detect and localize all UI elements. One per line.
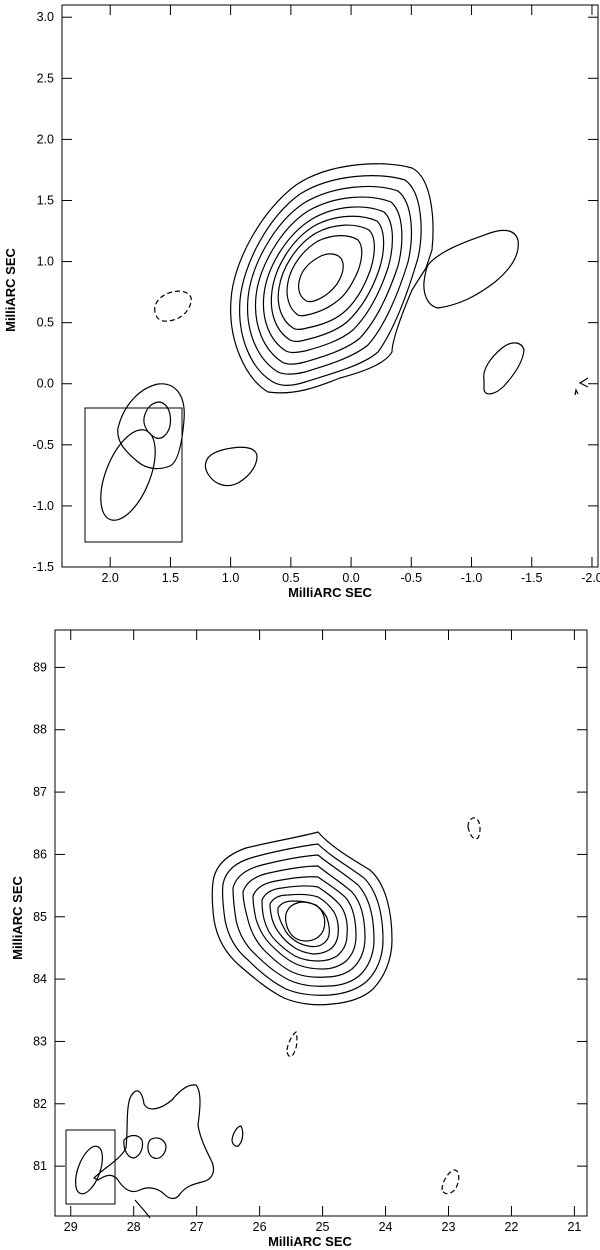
y-tick-label: 88 xyxy=(33,723,47,737)
x-tick-label: 29 xyxy=(64,1220,78,1234)
y-tick-label: 1.5 xyxy=(37,193,54,207)
beam-box-bottom xyxy=(65,1129,116,1205)
y-tick-label: -1.5 xyxy=(32,560,54,574)
x-tick-label: 26 xyxy=(253,1220,267,1234)
y-tick-label: 81 xyxy=(33,1159,47,1173)
contour-level-9 xyxy=(298,253,344,303)
jet-component-east xyxy=(423,229,519,309)
y-tick-label: -1.0 xyxy=(32,499,54,513)
negative-contour-b3 xyxy=(441,1169,460,1195)
y-tick-label: 85 xyxy=(33,910,47,924)
contour-b-level-2 xyxy=(222,843,384,996)
extended-inner-1 xyxy=(123,1134,144,1159)
x-axis-label-bottom: MilliARC SEC xyxy=(268,1234,352,1249)
extended-emission-bottom xyxy=(92,1084,215,1200)
emission-tail-bottom xyxy=(134,1199,151,1219)
x-tick-labels-bottom: 29 28 27 26 25 24 23 22 21 xyxy=(64,1220,582,1234)
x-tick-label: 0.5 xyxy=(282,571,299,585)
contour-level-4 xyxy=(254,196,403,365)
residual-contour-top xyxy=(117,383,185,470)
edge-arrow-top xyxy=(578,377,589,388)
y-tick-label: 87 xyxy=(33,785,47,799)
x-tick-labels-top: 2.0 1.5 1.0 0.5 0.0 -0.5 -1.0 -1.5 -2.0 xyxy=(101,571,600,585)
x-tick-label: -2.0 xyxy=(581,571,600,585)
y-axis-label-top: MilliARC SEC xyxy=(3,248,18,332)
plot-frame-bottom xyxy=(54,629,588,1217)
x-tick-label: 21 xyxy=(567,1220,581,1234)
contour-b-level-4 xyxy=(242,865,366,978)
contour-b-level-5 xyxy=(252,876,357,970)
contour-level-8 xyxy=(286,235,363,317)
y-tick-label: 84 xyxy=(33,972,47,986)
contour-level-1 xyxy=(230,163,434,394)
contour-level-2 xyxy=(239,175,422,386)
plot-frame-top xyxy=(61,4,599,568)
contour-b-level-6 xyxy=(261,885,348,962)
x-tick-label: 1.0 xyxy=(222,571,239,585)
x-tick-label: 0.0 xyxy=(342,571,359,585)
x-tick-label: -1.5 xyxy=(521,571,543,585)
y-tick-label: 2.5 xyxy=(37,71,54,85)
beam-box-top xyxy=(84,407,183,543)
contour-level-3 xyxy=(246,185,413,375)
x-tick-label: -1.0 xyxy=(461,571,483,585)
y-axis-label-bottom: MilliARC SEC xyxy=(10,876,25,960)
beam-ellipse-bottom xyxy=(74,1145,104,1195)
contour-b-level-9 xyxy=(285,901,326,942)
contour-b-level-7 xyxy=(269,893,339,955)
negative-contour-top xyxy=(154,290,192,322)
source-contours-top xyxy=(230,163,434,394)
x-tick-label: 27 xyxy=(190,1220,204,1234)
contour-level-7 xyxy=(277,224,375,331)
panel-top: 2.0 1.5 1.0 0.5 0.0 -0.5 -1.0 -1.5 -2.0 -1.5 -1.0… xyxy=(3,4,600,600)
x-tick-label: 1.5 xyxy=(162,571,179,585)
contour-level-5 xyxy=(262,206,393,354)
contour-level-6 xyxy=(270,215,385,343)
y-tick-label: -0.5 xyxy=(32,438,54,452)
negative-contour-b1 xyxy=(467,817,481,840)
y-tick-label: 89 xyxy=(33,660,47,674)
y-tick-label: 0.5 xyxy=(37,316,54,330)
tick-marks-top xyxy=(62,5,598,568)
y-tick-labels-bottom: 81 82 83 84 85 86 87 88 89 xyxy=(33,660,47,1173)
jet-component-far xyxy=(483,342,525,395)
x-tick-label: 24 xyxy=(379,1220,393,1234)
x-tick-label: 2.0 xyxy=(101,571,118,585)
extended-inner-2 xyxy=(147,1137,167,1159)
x-tick-label: 25 xyxy=(316,1220,330,1234)
x-tick-label: -0.5 xyxy=(401,571,423,585)
small-component-south xyxy=(204,446,258,487)
y-tick-label: 86 xyxy=(33,847,47,861)
x-axis-label-top: MilliARC SEC xyxy=(288,585,372,600)
x-tick-label: 23 xyxy=(442,1220,456,1234)
edge-artifact-top xyxy=(574,388,579,396)
source-contours-bottom xyxy=(211,831,393,1006)
y-tick-label: 83 xyxy=(33,1034,47,1048)
small-component-bottom xyxy=(231,1125,244,1147)
tick-marks-bottom xyxy=(55,630,587,1216)
y-tick-label: 82 xyxy=(33,1097,47,1111)
contour-b-level-3 xyxy=(232,854,375,987)
residual-inner-top xyxy=(143,401,172,439)
negative-contour-b2 xyxy=(286,1031,298,1058)
y-tick-label: 1.0 xyxy=(37,255,54,269)
panel-bottom: 29 28 27 26 25 24 23 22 21 81 82 83 84 85 86 87 88 89 Mi… xyxy=(10,629,588,1249)
y-tick-label: 0.0 xyxy=(37,377,54,391)
x-tick-label: 28 xyxy=(127,1220,141,1234)
y-tick-label: 3.0 xyxy=(37,10,54,24)
y-tick-labels-top: -1.5 -1.0 -0.5 0.0 0.5 1.0 1.5 2.0 2.5 3.0 xyxy=(32,10,54,574)
contour-b-level-1 xyxy=(211,831,393,1006)
x-tick-label: 22 xyxy=(504,1220,518,1234)
beam-ellipse-top xyxy=(100,429,156,521)
y-tick-label: 2.0 xyxy=(37,132,54,146)
